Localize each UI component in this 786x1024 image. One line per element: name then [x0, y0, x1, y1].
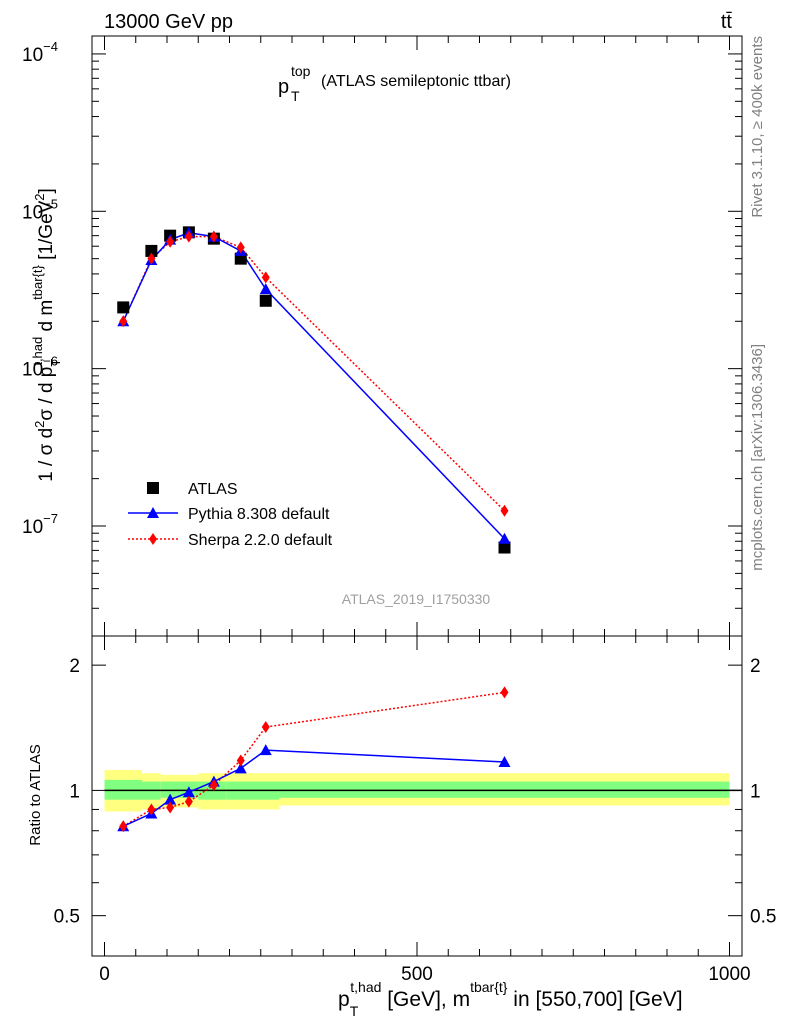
atlas-point: [259, 294, 272, 307]
title-sup: top: [291, 63, 311, 79]
sherpa-point: [184, 230, 193, 243]
pythia-ratio-point: [182, 786, 195, 798]
sherpa-ratio-point: [166, 801, 175, 814]
sherpa-ratio-line: [122, 691, 505, 827]
x-tick-label: 500: [401, 964, 433, 985]
sherpa-point: [147, 252, 156, 265]
ratio-data-series: [117, 686, 511, 833]
y-tick-label-main: 10−7: [22, 511, 58, 538]
main-y-axis-label: 1 / σ d2σ / d pTt,had d mtbar{t} [1/GeV2…: [30, 188, 63, 482]
sherpa-point: [119, 315, 128, 328]
svg-text:1 / σ d2σ / d pTt,had d mtbar{: 1 / σ d2σ / d pTt,had d mtbar{t} [1/GeV2…: [30, 188, 63, 482]
sherpa-ratio-point: [500, 686, 509, 699]
pythia-point: [259, 283, 272, 295]
legend-label: ATLAS: [188, 481, 238, 498]
sherpa-line: [122, 235, 506, 512]
sherpa-ratio-point: [184, 795, 193, 808]
sherpa-point: [209, 230, 218, 243]
sherpa-point: [236, 241, 245, 254]
ratio-axes-ticks: 0.5 0.5 1 1 2 2 0 500 1000: [54, 636, 776, 985]
y-tick-label-ratio: 1: [69, 781, 80, 802]
y-tick-label-ratio: 2: [69, 656, 80, 677]
mcplots-label: mcplots.cern.ch [arXiv:1306.3436]: [749, 344, 766, 571]
sherpa-ratio-point: [261, 721, 270, 734]
header-process-label: tt̄: [721, 11, 733, 33]
y-tick-label-ratio-right: 0.5: [750, 907, 776, 928]
y-tick-label-main: 10−4: [22, 39, 58, 66]
title-rest: (ATLAS semileptonic ttbar): [321, 73, 511, 90]
y-tick-label-ratio: 0.5: [54, 907, 80, 928]
x-axis-label: pTt,had [GeV], mtbar{t} in [550,700] [Ge…: [338, 979, 683, 1019]
y-tick-label-ratio-right: 1: [750, 781, 761, 802]
x-tick-label: 1000: [708, 964, 750, 985]
rivet-label: Rivet 3.1.10, ≥ 400k events: [749, 36, 766, 218]
legend: ATLAS Pythia 8.308 default Sherpa 2.2.0 de…: [128, 481, 333, 549]
pythia-ratio-point: [498, 756, 511, 768]
sherpa-ratio-point: [147, 803, 156, 816]
ratio-y-axis-label: Ratio to ATLAS: [27, 744, 44, 845]
sherpa-ratio-point: [209, 779, 218, 792]
legend-atlas-marker: [147, 482, 159, 494]
pythia-point: [498, 532, 511, 544]
sherpa-point: [166, 235, 175, 248]
atlas-point: [498, 541, 511, 554]
y-tick-label-main: 10−6: [22, 354, 58, 381]
y-tick-label-ratio-right: 2: [750, 656, 761, 677]
pythia-line: [122, 232, 506, 540]
y-tick-label-main: 10−5: [22, 196, 58, 223]
plot-title: p top T (ATLAS semileptonic ttbar): [278, 63, 511, 104]
legend-sherpa-marker: [149, 533, 157, 545]
main-axes-ticks: 10−7 10−6 10−5 10−4: [22, 36, 742, 637]
analysis-watermark: ATLAS_2019_I1750330: [342, 591, 491, 607]
sherpa-ratio-point: [119, 820, 128, 833]
pythia-ratio-point: [259, 744, 272, 756]
title-main: p: [278, 76, 289, 98]
main-data-series: [117, 226, 511, 554]
legend-pythia-marker: [147, 507, 159, 518]
atlas-point: [145, 244, 158, 257]
sherpa-ratio-point: [236, 754, 245, 767]
pythia-ratio-point: [164, 793, 177, 805]
legend-label: Pythia 8.308 default: [188, 506, 330, 523]
sherpa-point: [500, 504, 509, 517]
pythia-ratio-point: [234, 762, 247, 774]
svg-text:pTt,had [GeV], mtbar{t} in [55: pTt,had [GeV], mtbar{t} in [550,700] [Ge…: [338, 979, 683, 1019]
sherpa-point: [261, 271, 270, 284]
header-energy-label: 13000 GeV pp: [104, 11, 233, 33]
ratio-uncertainty-bands: [104, 769, 742, 812]
x-tick-label: 0: [99, 964, 110, 985]
atlas-point: [117, 301, 130, 314]
legend-label: Sherpa 2.2.0 default: [188, 532, 333, 549]
title-sub: T: [291, 88, 300, 104]
